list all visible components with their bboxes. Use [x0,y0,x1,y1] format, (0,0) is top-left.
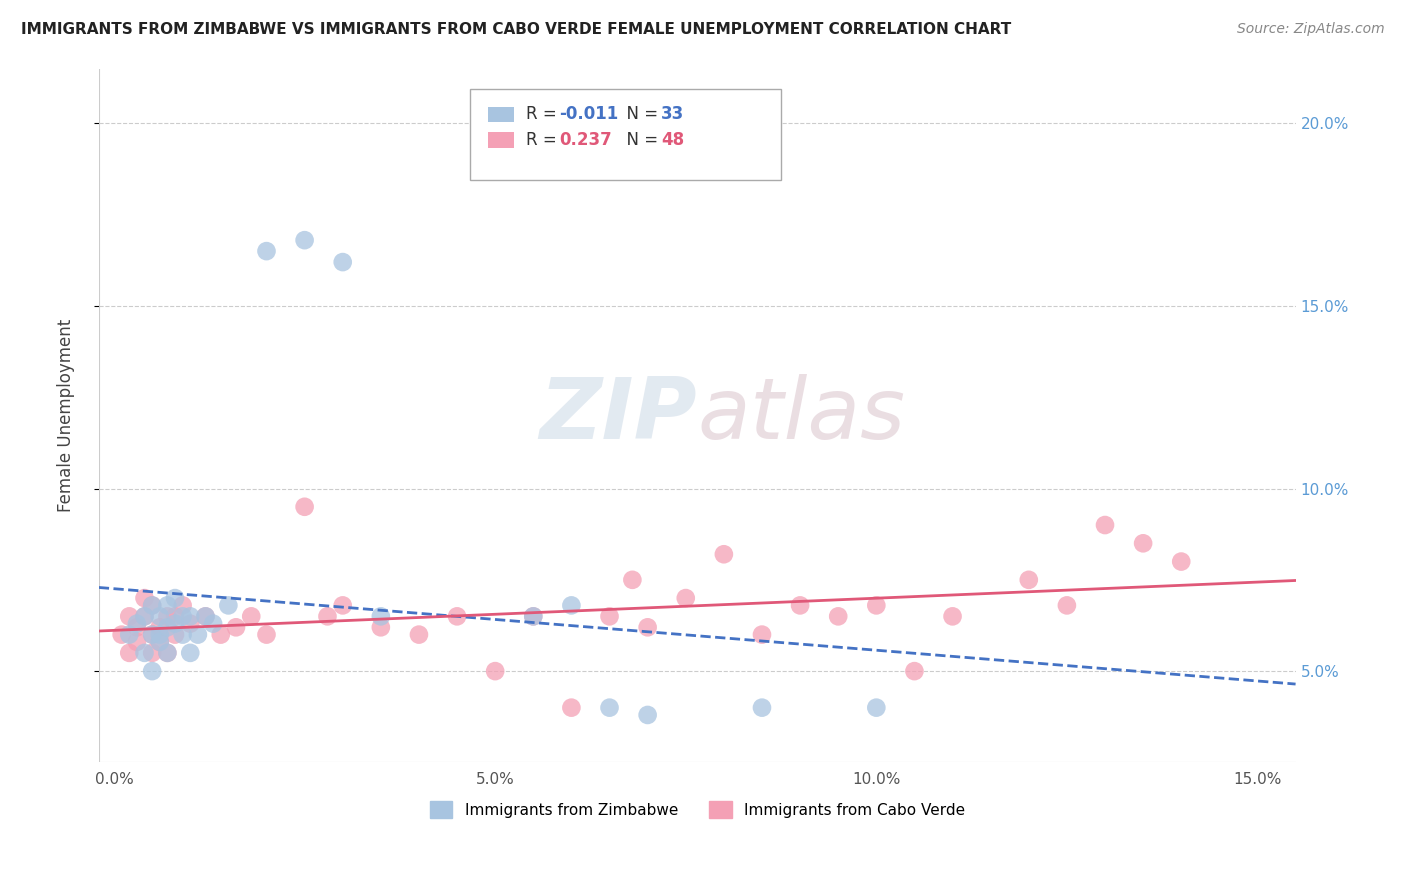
Point [217,599,239,613]
Point [751,700,773,714]
Point [522,609,544,624]
Point [149,635,172,649]
Text: atlas: atlas [697,374,905,457]
Point [560,700,582,714]
Point [370,620,392,634]
Point [141,627,163,641]
Point [141,664,163,678]
Point [865,700,887,714]
Point [118,646,141,660]
Point [225,620,247,634]
Point [118,609,141,624]
Point [675,591,697,606]
Point [134,609,156,624]
Point [941,609,963,624]
Point [156,646,179,660]
Point [713,547,735,561]
Point [621,573,644,587]
Point [209,627,232,641]
Y-axis label: Female Unemployment: Female Unemployment [58,318,75,512]
Point [156,599,179,613]
Point [1056,599,1078,613]
Text: R =: R = [526,131,562,149]
Point [141,627,163,641]
Point [149,609,172,624]
Point [294,233,316,247]
Point [156,609,179,624]
Text: R =: R = [526,105,562,123]
Point [172,599,194,613]
Point [560,599,582,613]
Point [294,500,316,514]
Point [599,700,621,714]
Point [125,616,148,631]
FancyBboxPatch shape [470,89,780,179]
Point [865,599,887,613]
Point [187,627,209,641]
Point [446,609,468,624]
Point [194,609,217,624]
FancyBboxPatch shape [488,132,515,148]
Point [370,609,392,624]
Point [149,620,172,634]
Point [179,646,201,660]
Point [637,620,659,634]
Point [256,244,278,259]
Point [256,627,278,641]
Point [156,620,179,634]
Text: 33: 33 [661,105,685,123]
Text: 48: 48 [661,131,685,149]
Point [141,646,163,660]
Point [163,609,186,624]
Point [637,708,659,723]
Point [194,609,217,624]
Point [1018,573,1040,587]
Point [408,627,430,641]
FancyBboxPatch shape [488,107,515,122]
Text: -0.011: -0.011 [560,105,619,123]
Point [149,635,172,649]
Text: Source: ZipAtlas.com: Source: ZipAtlas.com [1237,22,1385,37]
Point [179,616,201,631]
Text: ZIP: ZIP [540,374,697,457]
Point [332,599,354,613]
Point [156,646,179,660]
Text: 0.237: 0.237 [560,131,612,149]
Point [1132,536,1154,550]
Point [827,609,849,624]
Point [163,591,186,606]
Point [484,664,506,678]
Text: IMMIGRANTS FROM ZIMBABWE VS IMMIGRANTS FROM CABO VERDE FEMALE UNEMPLOYMENT CORRE: IMMIGRANTS FROM ZIMBABWE VS IMMIGRANTS F… [21,22,1011,37]
Point [111,627,134,641]
Point [163,616,186,631]
Point [163,627,186,641]
Point [172,627,194,641]
Point [179,609,201,624]
Text: N =: N = [616,131,664,149]
Point [118,627,141,641]
Point [172,609,194,624]
Point [134,609,156,624]
Point [1094,518,1116,533]
Point [903,664,925,678]
Point [789,599,811,613]
Point [149,627,172,641]
Text: N =: N = [616,105,664,123]
Point [751,627,773,641]
Point [125,635,148,649]
Point [240,609,263,624]
Legend: Immigrants from Zimbabwe, Immigrants from Cabo Verde: Immigrants from Zimbabwe, Immigrants fro… [423,796,972,824]
Point [141,599,163,613]
Point [125,620,148,634]
Point [522,609,544,624]
Point [202,616,225,631]
Point [134,646,156,660]
Point [316,609,339,624]
Point [1170,555,1192,569]
Point [141,599,163,613]
Point [332,255,354,269]
Point [134,591,156,606]
Point [599,609,621,624]
